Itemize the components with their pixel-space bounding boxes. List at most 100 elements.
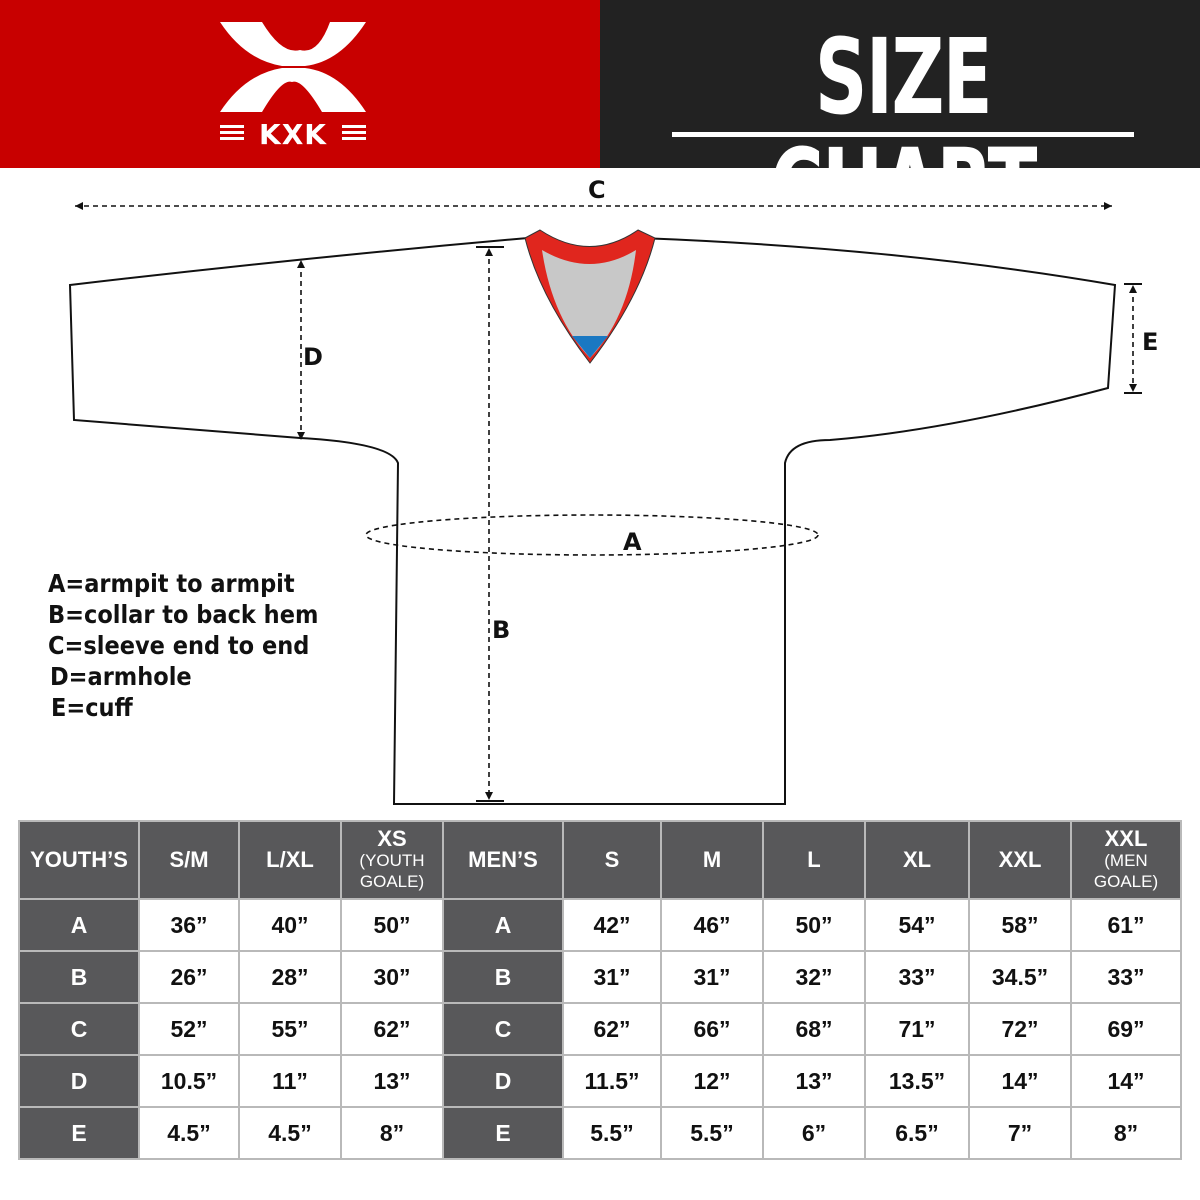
size-header: XXL (MEN GOALE) [1072, 822, 1180, 898]
cell-text: 8” [379, 1119, 405, 1146]
measurement-cell: 72” [970, 1004, 1070, 1054]
measurement-cell: 6” [764, 1108, 864, 1158]
measurement-cell: 32” [764, 952, 864, 1002]
cell-text: L [807, 847, 821, 872]
cell-text: E [71, 1119, 87, 1146]
table-row: D 10.5” 11” 13” D 11.5” 12” 13” 13.5” 14” 14” [20, 1056, 1180, 1106]
measurement-cell: 52” [140, 1004, 238, 1054]
cell-text: 61” [1107, 911, 1145, 938]
cell-text: 31” [593, 963, 631, 990]
measurement-cell: 8” [342, 1108, 442, 1158]
measurement-cell: 34.5” [970, 952, 1070, 1002]
measurement-cell: 66” [662, 1004, 762, 1054]
measurement-cell: 26” [140, 952, 238, 1002]
cell-text: 72” [1001, 1015, 1039, 1042]
cell-text: MEN’S [468, 847, 538, 872]
logo-text: KXK [259, 118, 327, 151]
measurement-cell: 5.5” [662, 1108, 762, 1158]
cell-text: XL [902, 847, 932, 872]
size-header: S/M [140, 822, 238, 898]
measurement-cell: 4.5” [140, 1108, 238, 1158]
size-header: XL [866, 822, 968, 898]
title-underline [672, 132, 1134, 137]
youth-header: YOUTH’S [20, 822, 138, 898]
measurement-cell: 62” [342, 1004, 442, 1054]
cell-text: 55” [271, 1015, 309, 1042]
cell-text: 13” [795, 1067, 833, 1094]
legend-item: D=armhole [50, 662, 192, 691]
measurement-cell: 50” [342, 900, 442, 950]
cell-text: 11.5” [584, 1067, 640, 1094]
row-key: C [444, 1004, 562, 1054]
legend-item: E=cuff [51, 693, 133, 722]
measurement-cell: 33” [866, 952, 968, 1002]
jersey-diagram [68, 202, 1142, 805]
size-header: L/XL [240, 822, 340, 898]
legend-item: A=armpit to armpit [48, 569, 295, 598]
cell-text: 12” [693, 1067, 731, 1094]
row-key: A [20, 900, 138, 950]
cell-text: A [494, 911, 512, 938]
cell-text: 62” [373, 1015, 411, 1042]
cell-text: 34.5” [991, 963, 1049, 990]
cell-text: 14” [1107, 1067, 1145, 1094]
row-key: B [20, 952, 138, 1002]
cell-text: 11” [272, 1067, 308, 1094]
cell-text: 13” [373, 1067, 411, 1094]
row-key: E [20, 1108, 138, 1158]
label-e: E [1142, 328, 1159, 356]
measurement-cell: 4.5” [240, 1108, 340, 1158]
table-row: B 26” 28” 30” B 31” 31” 32” 33” 34.5” 33” [20, 952, 1180, 1002]
cell-text: D [494, 1067, 512, 1094]
cell-text: 33” [1107, 963, 1145, 990]
measurement-cell: 31” [662, 952, 762, 1002]
cell-text: 13.5” [888, 1067, 946, 1094]
title-banner [600, 0, 1200, 168]
cell-text: 46” [693, 911, 731, 938]
row-key: B [444, 952, 562, 1002]
cell-text: 4.5” [167, 1119, 211, 1146]
cell-text: M [702, 847, 722, 872]
row-key: C [20, 1004, 138, 1054]
cell-text: XXL [1104, 826, 1148, 851]
cell-text: 71” [898, 1015, 936, 1042]
cell-text: 58” [1001, 911, 1039, 938]
cell-text: S [604, 847, 620, 872]
cell-text: 68” [795, 1015, 833, 1042]
cell-text: XS [377, 826, 407, 851]
cell-text: D [70, 1067, 88, 1094]
page-title: SIZE CHART [770, 16, 1037, 248]
cell-text: 8” [1113, 1119, 1139, 1146]
row-key: E [444, 1108, 562, 1158]
measurement-cell: 50” [764, 900, 864, 950]
cell-text: 54” [898, 911, 936, 938]
legend-item: C=sleeve end to end [48, 631, 310, 660]
measurement-cell: 11” [240, 1056, 340, 1106]
legend-item: B=collar to back hem [48, 600, 319, 629]
measurement-cell: 13” [342, 1056, 442, 1106]
label-a: A [623, 528, 642, 556]
cell-text: B [494, 963, 512, 990]
cell-text: YOUTH’S [30, 847, 128, 872]
measurement-cell: 5.5” [564, 1108, 660, 1158]
cell-text: 6” [801, 1119, 827, 1146]
measurement-cell: 11.5” [564, 1056, 660, 1106]
cell-text: 5.5” [690, 1119, 734, 1146]
size-header: S [564, 822, 660, 898]
measurement-cell: 8” [1072, 1108, 1180, 1158]
cell-text: 5.5” [590, 1119, 634, 1146]
table-row: E 4.5” 4.5” 8” E 5.5” 5.5” 6” 6.5” 7” 8” [20, 1108, 1180, 1158]
table-row: A 36” 40” 50” A 42” 46” 50” 54” 58” 61” [20, 900, 1180, 950]
measurement-cell: 7” [970, 1108, 1070, 1158]
measurement-cell: 36” [140, 900, 238, 950]
measurement-cell: 55” [240, 1004, 340, 1054]
cell-text: 66” [693, 1015, 731, 1042]
cell-text: 50” [373, 911, 411, 938]
measurement-cell: 14” [970, 1056, 1070, 1106]
size-header: XS (YOUTH GOALE) [342, 822, 442, 898]
measurement-cell: 14” [1072, 1056, 1180, 1106]
measurement-cell: 6.5” [866, 1108, 968, 1158]
measurement-cell: 68” [764, 1004, 864, 1054]
measurement-cell: 71” [866, 1004, 968, 1054]
cell-text: 30” [373, 963, 411, 990]
